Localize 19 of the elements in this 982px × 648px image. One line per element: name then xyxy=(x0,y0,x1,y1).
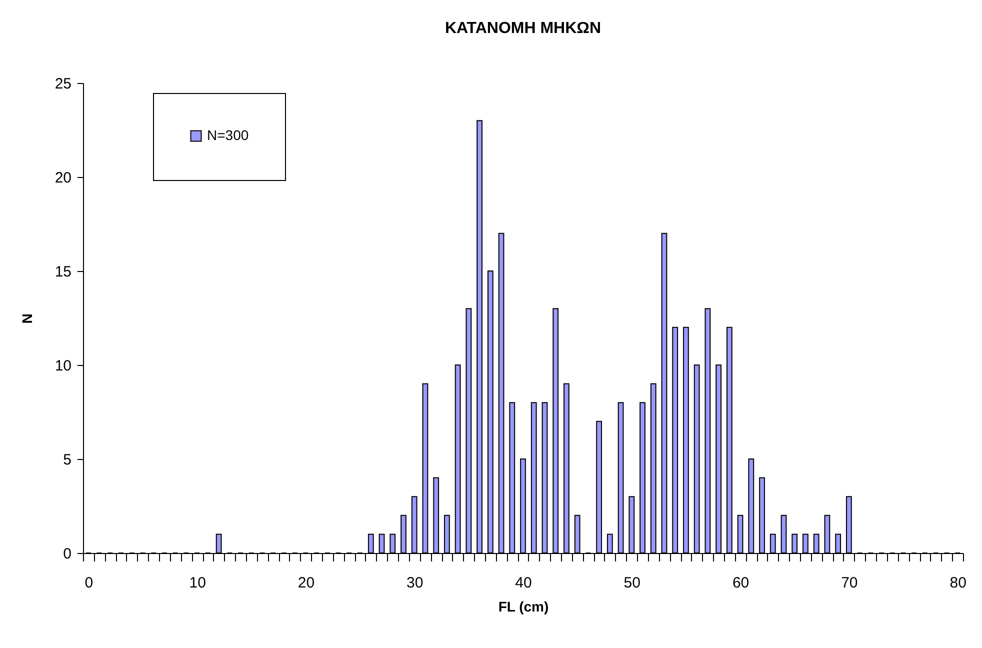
y-tick-label: 10 xyxy=(54,358,72,374)
x-tick-label: 70 xyxy=(841,574,858,592)
y-tick-label: 5 xyxy=(63,452,72,468)
x-tick-label: 0 xyxy=(84,574,94,592)
x-axis-title: FL (cm) xyxy=(498,598,549,614)
x-tick-label: 20 xyxy=(298,574,315,592)
legend-label: N=300 xyxy=(207,127,249,143)
chart-title: ΚΑΤΑΝΟΜΗ ΜΗΚΩΝ xyxy=(444,20,602,37)
y-tick-label: 15 xyxy=(54,264,72,280)
y-axis-title: N xyxy=(18,313,35,324)
y-tick-label: 25 xyxy=(54,76,72,92)
y-tick-label: 20 xyxy=(54,170,72,186)
x-tick-label: 40 xyxy=(515,574,532,592)
x-tick-label: 30 xyxy=(406,574,424,592)
x-tick-label: 80 xyxy=(950,574,966,592)
x-tick-label: 10 xyxy=(189,574,206,592)
x-tick-label: 60 xyxy=(732,574,750,592)
x-tick-label: 50 xyxy=(624,574,640,592)
y-tick-label: 0 xyxy=(63,546,72,562)
